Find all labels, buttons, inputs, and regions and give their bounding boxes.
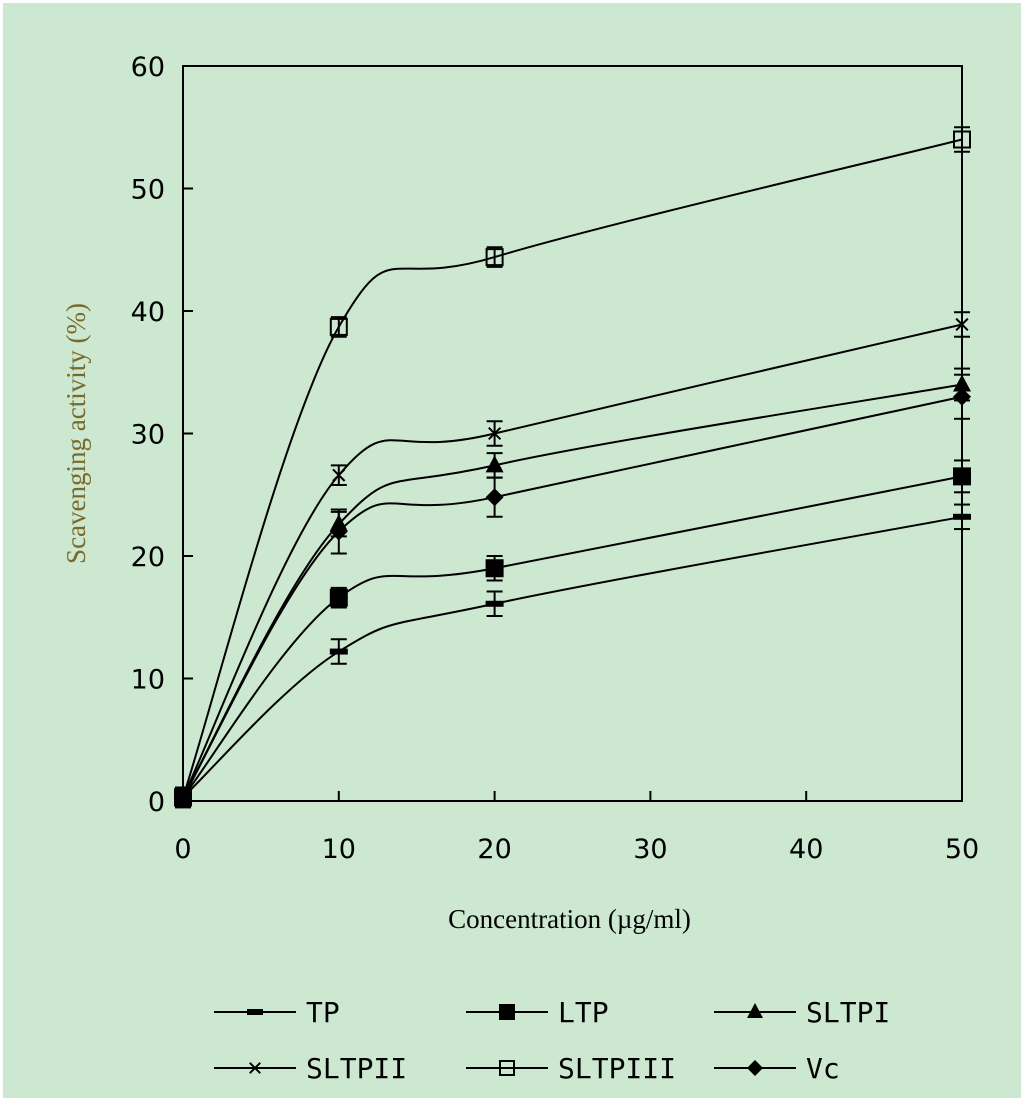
series-vc bbox=[174, 373, 971, 809]
legend-item-sltpi: SLTPI bbox=[714, 996, 890, 1029]
y-axis-title: Scavenging activity (%) bbox=[61, 303, 91, 564]
series-line bbox=[182, 323, 963, 798]
series-sltpii bbox=[175, 311, 970, 809]
legend: TP LTP SLTPI SLTPII SLTPIII Vc bbox=[214, 996, 890, 1085]
series-layer bbox=[174, 126, 971, 809]
data-point bbox=[485, 600, 504, 607]
series-line bbox=[182, 395, 963, 798]
legend-label: LTP bbox=[558, 996, 609, 1029]
y-tick-label: 60 bbox=[131, 52, 165, 83]
y-tick-label: 20 bbox=[131, 542, 165, 573]
series-line bbox=[182, 138, 963, 798]
data-point bbox=[329, 522, 348, 541]
data-point bbox=[174, 788, 192, 807]
x-tick-label: 50 bbox=[945, 834, 979, 865]
plot-border bbox=[182, 65, 963, 802]
legend-label: Vc bbox=[806, 1052, 840, 1085]
series-line bbox=[182, 383, 963, 798]
series-ltp bbox=[174, 459, 971, 809]
y-tick-label: 0 bbox=[148, 787, 165, 818]
series-line bbox=[182, 475, 963, 798]
legend-item-vc: Vc bbox=[714, 1052, 840, 1085]
data-point bbox=[953, 467, 971, 486]
plot-area bbox=[182, 65, 963, 802]
legend-marker bbox=[499, 1060, 515, 1076]
y-tick-label: 50 bbox=[131, 175, 165, 206]
data-point bbox=[332, 468, 346, 482]
legend-item-tp: TP bbox=[214, 996, 340, 1029]
data-point bbox=[329, 317, 348, 336]
data-point bbox=[329, 588, 348, 607]
legend-marker bbox=[247, 1009, 263, 1015]
legend-marker bbox=[747, 1060, 763, 1076]
x-axis: 0 10 20 30 40 50 bbox=[174, 791, 979, 865]
legend-marker bbox=[747, 1003, 763, 1018]
legend-item-sltpii: SLTPII bbox=[214, 1052, 407, 1085]
data-point bbox=[329, 648, 348, 655]
legend-item-ltp: LTP bbox=[466, 996, 609, 1029]
y-tick-label: 30 bbox=[131, 420, 165, 451]
data-point bbox=[953, 387, 971, 406]
data-point bbox=[488, 426, 502, 441]
data-point bbox=[955, 317, 969, 332]
data-point bbox=[953, 513, 971, 520]
y-axis: 0 10 20 30 40 50 60 bbox=[131, 52, 193, 818]
x-tick-label: 20 bbox=[477, 834, 511, 865]
data-point bbox=[953, 130, 971, 149]
legend-label: SLTPI bbox=[806, 996, 890, 1029]
legend-label: SLTPIII bbox=[558, 1052, 676, 1085]
legend-label: SLTPII bbox=[306, 1052, 407, 1085]
legend-item-sltpiii: SLTPIII bbox=[466, 1052, 676, 1085]
legend-label: TP bbox=[306, 996, 340, 1029]
x-axis-title: Concentration (µg/ml) bbox=[448, 904, 691, 934]
y-tick-label: 40 bbox=[131, 297, 165, 328]
series-sltpiii bbox=[174, 126, 971, 809]
data-point bbox=[485, 559, 504, 578]
x-tick-label: 40 bbox=[789, 834, 823, 865]
series-line bbox=[182, 515, 963, 799]
x-tick-label: 0 bbox=[174, 834, 191, 865]
data-point bbox=[485, 455, 504, 473]
x-tick-label: 30 bbox=[633, 834, 667, 865]
data-point bbox=[485, 488, 504, 507]
legend-marker bbox=[249, 1062, 261, 1074]
legend-marker bbox=[499, 1004, 515, 1020]
y-tick-label: 10 bbox=[131, 665, 165, 696]
x-tick-label: 10 bbox=[322, 834, 356, 865]
data-point bbox=[485, 248, 504, 267]
